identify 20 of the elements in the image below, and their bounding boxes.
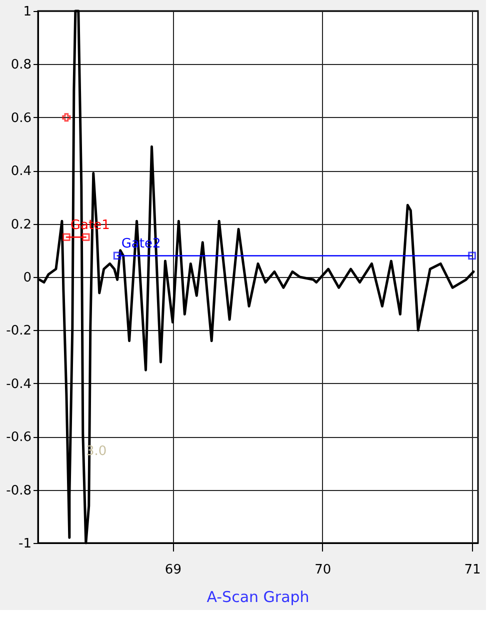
point: [82, 233, 90, 242]
y-tick-label: 0.8: [10, 58, 32, 73]
point: [468, 252, 476, 260]
y-tick-label: 0.4: [10, 164, 32, 180]
point: [62, 113, 71, 122]
y-tick-label: 1: [23, 4, 32, 20]
x-tick-label: 71: [464, 562, 481, 578]
point: [62, 233, 70, 242]
x-tick-label: 69: [164, 562, 182, 578]
y-tick-label: 0.6: [10, 110, 32, 126]
y-tick-label: -0.2: [6, 324, 32, 339]
x-tick-label: 70: [314, 562, 332, 578]
y-tick-label: -0.4: [6, 376, 32, 392]
y-tick-label: -0.8: [6, 483, 32, 498]
y-tick-label: -0.6: [6, 430, 32, 446]
y-tick-label: 0.2: [10, 217, 32, 232]
y-tick-label: 0: [23, 270, 32, 286]
y-tick-label: -1: [18, 536, 32, 552]
point: [113, 252, 122, 260]
text: A-Scan Graph: [206, 588, 310, 606]
